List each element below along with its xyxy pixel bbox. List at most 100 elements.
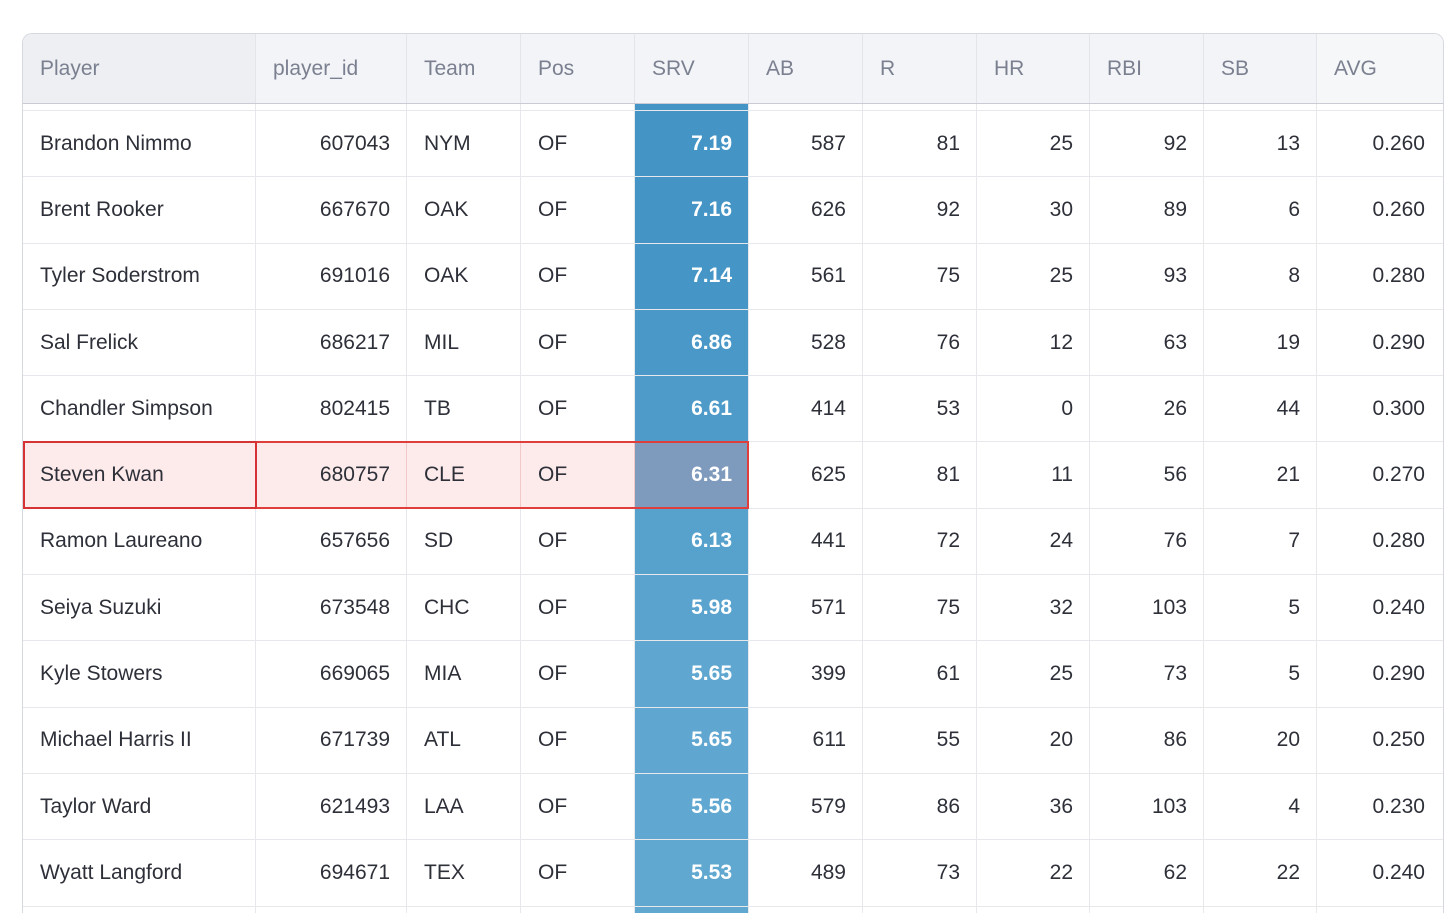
cell-player[interactable]: Wyatt Langford xyxy=(23,840,256,906)
cell-team[interactable]: OAK xyxy=(407,177,521,243)
cell-hr[interactable]: 32 xyxy=(977,575,1090,641)
cell-ab[interactable]: 571 xyxy=(749,575,863,641)
cell-team[interactable]: CLE xyxy=(407,442,521,508)
cell-hr[interactable]: 25 xyxy=(977,111,1090,177)
cell-player[interactable]: Tyler Soderstrom xyxy=(23,243,256,309)
cell-player_id[interactable]: 802415 xyxy=(256,376,407,442)
cell-team[interactable]: CHC xyxy=(407,575,521,641)
cell-player[interactable]: Taylor Ward xyxy=(23,773,256,840)
cell-pos[interactable]: OF xyxy=(521,243,635,309)
cell-player_id[interactable]: 669065 xyxy=(256,641,407,707)
cell-srv[interactable]: 5.56 xyxy=(635,773,749,840)
cell-avg[interactable]: 0.240 xyxy=(1317,575,1443,641)
cell-rbi[interactable]: 73 xyxy=(1090,641,1204,707)
cell-pos[interactable]: OF xyxy=(521,111,635,177)
cell-player[interactable]: Ramon Laureano xyxy=(23,508,256,575)
cell-srv[interactable]: 6.86 xyxy=(635,309,749,376)
cell-r[interactable]: 86 xyxy=(863,773,977,840)
cell-avg[interactable]: 0.230 xyxy=(1317,773,1443,840)
cell-player_id[interactable]: 673548 xyxy=(256,575,407,641)
cell-hr[interactable]: 0 xyxy=(977,376,1090,442)
cell-srv[interactable]: 7.14 xyxy=(635,243,749,309)
cell-srv[interactable]: 6.13 xyxy=(635,508,749,575)
cell-team[interactable]: MIL xyxy=(407,309,521,376)
cell-player[interactable]: Seiya Suzuki xyxy=(23,575,256,641)
cell-player[interactable]: Kyle Stowers xyxy=(23,641,256,707)
cell-avg[interactable]: 0.300 xyxy=(1317,376,1443,442)
cell-player_id[interactable]: 691016 xyxy=(256,243,407,309)
cell-sb[interactable]: 20 xyxy=(1204,707,1317,773)
cell-hr[interactable]: 24 xyxy=(977,508,1090,575)
cell-r[interactable]: 75 xyxy=(863,575,977,641)
cell-sb[interactable]: 6 xyxy=(1204,177,1317,243)
column-header-rbi[interactable]: RBI xyxy=(1090,34,1204,103)
cell-srv[interactable]: 5.65 xyxy=(635,707,749,773)
cell-avg[interactable]: 0.290 xyxy=(1317,641,1443,707)
cell-srv[interactable]: 6.31 xyxy=(635,442,749,508)
column-header-hr[interactable]: HR xyxy=(977,34,1090,103)
cell-srv[interactable]: 5.98 xyxy=(635,575,749,641)
cell-hr[interactable]: 12 xyxy=(977,309,1090,376)
cell-team[interactable]: LAA xyxy=(407,773,521,840)
cell-player_id[interactable]: 607043 xyxy=(256,111,407,177)
cell-avg[interactable]: 0.240 xyxy=(1317,840,1443,906)
cell-sb[interactable]: 5 xyxy=(1204,641,1317,707)
cell-r[interactable]: 76 xyxy=(863,309,977,376)
cell-ab[interactable]: 414 xyxy=(749,376,863,442)
cell-sb[interactable]: 13 xyxy=(1204,111,1317,177)
cell-pos[interactable]: OF xyxy=(521,177,635,243)
cell-ab[interactable]: 625 xyxy=(749,442,863,508)
cell-ab[interactable]: 587 xyxy=(749,111,863,177)
cell-team[interactable]: TB xyxy=(407,376,521,442)
cell-team[interactable]: TEX xyxy=(407,840,521,906)
cell-avg[interactable]: 0.290 xyxy=(1317,309,1443,376)
cell-player_id[interactable]: 621493 xyxy=(256,773,407,840)
column-header-team[interactable]: Team xyxy=(407,34,521,103)
cell-pos[interactable]: OF xyxy=(521,773,635,840)
cell-sb[interactable]: 22 xyxy=(1204,840,1317,906)
column-header-pos[interactable]: Pos xyxy=(521,34,635,103)
cell-sb[interactable]: 44 xyxy=(1204,376,1317,442)
column-header-avg[interactable]: AVG xyxy=(1317,34,1443,103)
cell-player[interactable]: Michael Harris II xyxy=(23,707,256,773)
column-header-sb[interactable]: SB xyxy=(1204,34,1317,103)
cell-avg[interactable]: 0.280 xyxy=(1317,508,1443,575)
cell-hr[interactable]: 22 xyxy=(977,840,1090,906)
cell-avg[interactable]: 0.260 xyxy=(1317,177,1443,243)
cell-avg[interactable]: 0.260 xyxy=(1317,111,1443,177)
cell-player_id[interactable]: 686217 xyxy=(256,309,407,376)
cell-sb[interactable]: 5 xyxy=(1204,575,1317,641)
cell-ab[interactable]: 626 xyxy=(749,177,863,243)
cell-rbi[interactable]: 62 xyxy=(1090,840,1204,906)
cell-rbi[interactable]: 92 xyxy=(1090,111,1204,177)
cell-rbi[interactable]: 63 xyxy=(1090,309,1204,376)
cell-rbi[interactable]: 86 xyxy=(1090,707,1204,773)
cell-team[interactable]: MIA xyxy=(407,641,521,707)
cell-avg[interactable]: 0.250 xyxy=(1317,707,1443,773)
cell-ab[interactable]: 528 xyxy=(749,309,863,376)
column-header-r[interactable]: R xyxy=(863,34,977,103)
cell-pos[interactable]: OF xyxy=(521,508,635,575)
cell-pos[interactable]: OF xyxy=(521,840,635,906)
cell-rbi[interactable]: 103 xyxy=(1090,575,1204,641)
cell-player[interactable]: Chandler Simpson xyxy=(23,376,256,442)
cell-rbi[interactable]: 26 xyxy=(1090,376,1204,442)
cell-player[interactable]: Brandon Nimmo xyxy=(23,111,256,177)
cell-player[interactable]: Sal Frelick xyxy=(23,309,256,376)
cell-rbi[interactable]: 56 xyxy=(1090,442,1204,508)
cell-rbi[interactable]: 76 xyxy=(1090,508,1204,575)
cell-r[interactable]: 81 xyxy=(863,442,977,508)
cell-player_id[interactable]: 671739 xyxy=(256,707,407,773)
cell-r[interactable]: 73 xyxy=(863,840,977,906)
cell-hr[interactable]: 25 xyxy=(977,243,1090,309)
cell-ab[interactable]: 489 xyxy=(749,840,863,906)
cell-pos[interactable]: OF xyxy=(521,641,635,707)
cell-srv[interactable]: 5.65 xyxy=(635,641,749,707)
cell-player_id[interactable]: 694671 xyxy=(256,840,407,906)
cell-player_id[interactable]: 680757 xyxy=(256,442,407,508)
cell-team[interactable]: SD xyxy=(407,508,521,575)
cell-r[interactable]: 53 xyxy=(863,376,977,442)
cell-sb[interactable]: 8 xyxy=(1204,243,1317,309)
column-header-srv[interactable]: SRV xyxy=(635,34,749,103)
cell-r[interactable]: 92 xyxy=(863,177,977,243)
